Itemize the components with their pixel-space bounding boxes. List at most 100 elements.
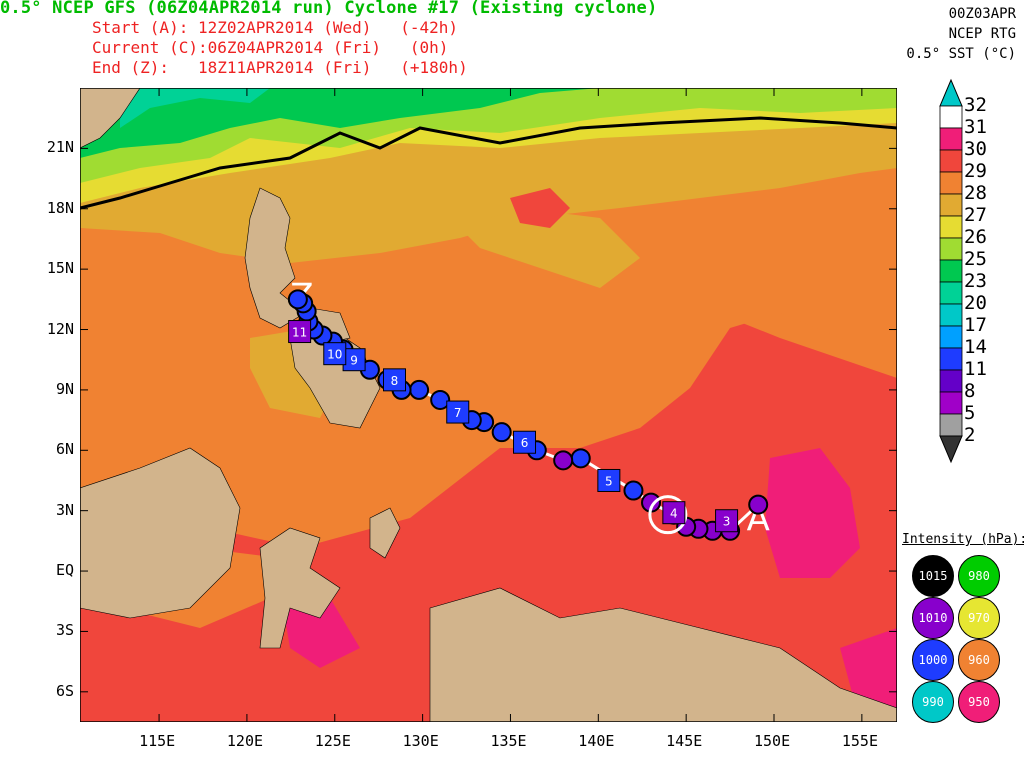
lat-label: 15N [46, 259, 74, 278]
land-halmahera [369, 507, 401, 559]
current-offset: (0h) [409, 38, 449, 57]
sst-date: 00Z03APR [948, 6, 1016, 22]
track-point [570, 448, 591, 469]
map-panel: AZ34567891011 [80, 88, 897, 722]
colorbar-label: 30 [964, 138, 987, 160]
intensity-swatch: 960 [958, 639, 1000, 681]
track-point [623, 480, 644, 501]
intensity-swatch: 950 [958, 681, 1000, 723]
colorbar-segment [939, 391, 963, 415]
day-marker [446, 400, 470, 424]
day-marker [715, 509, 739, 533]
end-offset: (+180h) [400, 58, 468, 77]
colorbar-label: 2 [964, 424, 976, 446]
lat-label: EQ [55, 561, 74, 580]
land-borneo [80, 447, 241, 619]
sst-field-23-25 [80, 88, 600, 158]
day-label: 6 [521, 436, 529, 450]
sst-colorbar [939, 78, 963, 464]
current-row: Current (C):06Z04APR2014 (Fri) (0h) [92, 38, 448, 57]
track-layer: AZ34567891011 [287, 276, 770, 541]
colorbar-label: 23 [964, 270, 987, 292]
intensity-title: Intensity (hPa): [902, 532, 1024, 547]
track-point [430, 389, 451, 410]
lon-label: 125E [314, 732, 351, 750]
day-label: 9 [350, 354, 358, 368]
start-offset: (-42h) [400, 18, 459, 37]
current-label: Current (C): [92, 38, 208, 57]
colorbar-bottom-arrow [939, 435, 963, 464]
start-row: Start (A): 12Z02APR2014 (Wed) (-42h) [92, 18, 458, 37]
start-time: 12Z02APR2014 (Wed) [197, 18, 372, 37]
intensity-swatch: 990 [912, 681, 954, 723]
day-label: 5 [605, 474, 613, 488]
colorbar-label: 26 [964, 226, 987, 248]
land-sulawesi [259, 527, 341, 649]
lon-label: 145E [666, 732, 703, 750]
colorbar-label: 29 [964, 160, 987, 182]
colorbar-segment [939, 369, 963, 393]
colorbar-label: 28 [964, 182, 987, 204]
colorbar-segment [939, 413, 963, 437]
lat-label: 3S [55, 621, 74, 640]
day-marker [288, 320, 312, 344]
grid-ticks [80, 88, 897, 722]
current-marker [648, 495, 688, 535]
lon-label: 135E [490, 732, 527, 750]
sst-source: NCEP RTG [948, 26, 1016, 42]
colorbar-segment [939, 281, 963, 305]
colorbar-segment [939, 325, 963, 349]
colorbar-segment [939, 105, 963, 129]
lon-label: 140E [578, 732, 615, 750]
track-point [491, 422, 512, 443]
day-label: 7 [454, 406, 462, 420]
day-label: 3 [723, 515, 731, 529]
chart-title: 0.5° NCEP GFS (06Z04APR2014 run) Cyclone… [0, 0, 658, 18]
end-time: 18Z11APR2014 (Fri) [197, 58, 372, 77]
colorbar-segment [939, 149, 963, 173]
lat-label: 18N [46, 198, 74, 217]
colorbar-label: 5 [964, 402, 976, 424]
intensity-swatch: 1015 [912, 555, 954, 597]
land-china [80, 88, 141, 149]
day-marker [597, 468, 621, 492]
lat-label: 12N [46, 319, 74, 338]
colorbar-label: 8 [964, 380, 976, 402]
sst-product: 0.5° SST (°C) [906, 46, 1016, 62]
day-label: 10 [327, 348, 342, 362]
start-label: Start (A): [92, 18, 189, 37]
lon-label: 120E [226, 732, 264, 750]
current-time: 06Z04APR2014 (Fri) [207, 38, 381, 57]
lon-label: 115E [139, 732, 176, 750]
day-label: 4 [670, 507, 678, 521]
lat-label: 3N [55, 500, 74, 519]
track-point [748, 494, 769, 515]
sst-field-27-28-b [460, 208, 640, 288]
colorbar-label: 14 [964, 336, 987, 358]
sst-field-20-23 [120, 88, 270, 128]
colorbar-segment [939, 347, 963, 371]
day-label: 11 [292, 326, 307, 340]
colorbar-segment [939, 127, 963, 151]
intensity-swatch: 1000 [912, 639, 954, 681]
colorbar-segment [939, 215, 963, 239]
colorbar-label: 27 [964, 204, 987, 226]
intensity-swatch: 970 [958, 597, 1000, 639]
day-marker [662, 501, 686, 525]
track-point [287, 289, 308, 310]
colorbar-label: 25 [964, 248, 987, 270]
day-marker [513, 430, 537, 454]
colorbar-segment [939, 193, 963, 217]
colorbar-label: 31 [964, 116, 987, 138]
sst-map: AZ34567891011 [80, 88, 897, 722]
intensity-swatch: 1010 [912, 597, 954, 639]
day-marker [383, 368, 407, 392]
end-row: End (Z): 18Z11APR2014 (Fri) (+180h) [92, 58, 468, 77]
lon-label: 155E [841, 732, 878, 750]
lon-label: 150E [754, 732, 791, 750]
colorbar-segment [939, 303, 963, 327]
lat-label: 21N [46, 138, 74, 157]
intensity-swatch: 980 [958, 555, 1000, 597]
colorbar-label: 11 [964, 358, 987, 380]
colorbar-segment [939, 171, 963, 195]
